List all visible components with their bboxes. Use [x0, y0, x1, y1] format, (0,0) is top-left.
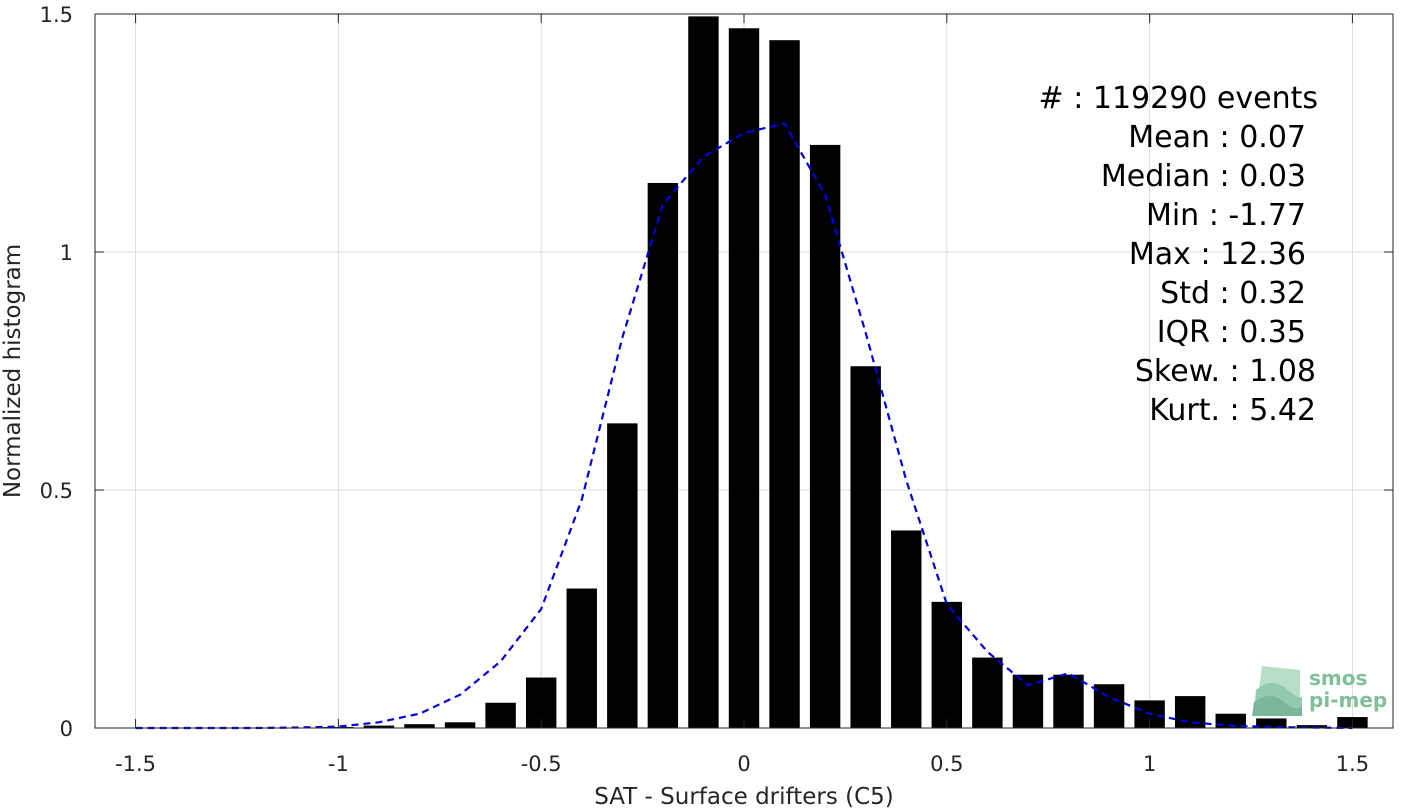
histogram-bar	[728, 28, 760, 728]
histogram-bar	[1296, 725, 1328, 728]
histogram-bar	[1012, 674, 1044, 728]
histogram-bar	[404, 724, 435, 728]
histogram-bar	[891, 530, 922, 728]
waves-icon	[1252, 666, 1303, 716]
y-tick-label: 0	[60, 717, 73, 741]
x-axis-title: SAT - Surface drifters (C5)	[594, 784, 894, 809]
x-tick-label: 0.5	[930, 752, 963, 776]
histogram-bar	[485, 702, 516, 728]
y-tick-label: 1	[60, 241, 73, 265]
stats-count: # : 119290 events	[1039, 81, 1318, 116]
stats-mean: Mean : 0.07	[1128, 120, 1306, 155]
y-tick-label: 1.5	[40, 3, 73, 27]
axis-ticks: -1.5 -1 -0.5 0 0.5 1 1.5 0 0.5 1 1.5	[40, 3, 1393, 776]
histogram-bar	[688, 16, 719, 728]
logo-line1: smos	[1309, 666, 1367, 690]
stats-max: Max : 12.36	[1129, 237, 1306, 272]
stats-kurt: Kurt. : 5.42	[1149, 393, 1316, 428]
histogram-bar	[1093, 684, 1125, 728]
x-tick-label: 1	[1143, 752, 1156, 776]
histogram-bar	[566, 588, 597, 728]
histogram-bar	[444, 722, 476, 728]
stats-std: Std : 0.32	[1160, 276, 1306, 311]
stats-skew: Skew. : 1.08	[1135, 354, 1316, 389]
histogram-bar	[809, 144, 841, 728]
histogram-bar	[607, 423, 638, 728]
x-tick-label: -1	[328, 752, 349, 776]
x-tick-label: 1.5	[1336, 752, 1369, 776]
fit-curve	[135, 122, 1353, 730]
histogram-bar	[1174, 696, 1206, 728]
x-tick-label: -1.5	[115, 752, 156, 776]
logo-line2: pi-mep	[1309, 688, 1387, 712]
y-tick-label: 0.5	[40, 479, 73, 503]
histogram-bar	[363, 725, 395, 728]
smos-pi-mep-logo: smos pi-mep	[1252, 666, 1387, 716]
stats-box: # : 119290 events Mean : 0.07 Median : 0…	[1039, 81, 1318, 428]
histogram-bar	[647, 182, 679, 729]
histogram-bars	[201, 16, 1368, 729]
histogram-bar	[972, 657, 1003, 728]
stats-median: Median : 0.03	[1101, 159, 1306, 194]
histogram-bar	[1053, 674, 1084, 728]
stats-iqr: IQR : 0.35	[1157, 315, 1306, 350]
y-axis-title: Normalized histogram	[0, 244, 26, 498]
stats-min: Min : -1.77	[1146, 198, 1306, 233]
histogram-bar	[769, 40, 800, 729]
x-tick-label: -0.5	[521, 752, 562, 776]
histogram-bar	[1256, 718, 1287, 728]
histogram-bar	[931, 601, 963, 728]
x-tick-label: 0	[737, 752, 750, 776]
histogram-bar	[850, 366, 881, 728]
